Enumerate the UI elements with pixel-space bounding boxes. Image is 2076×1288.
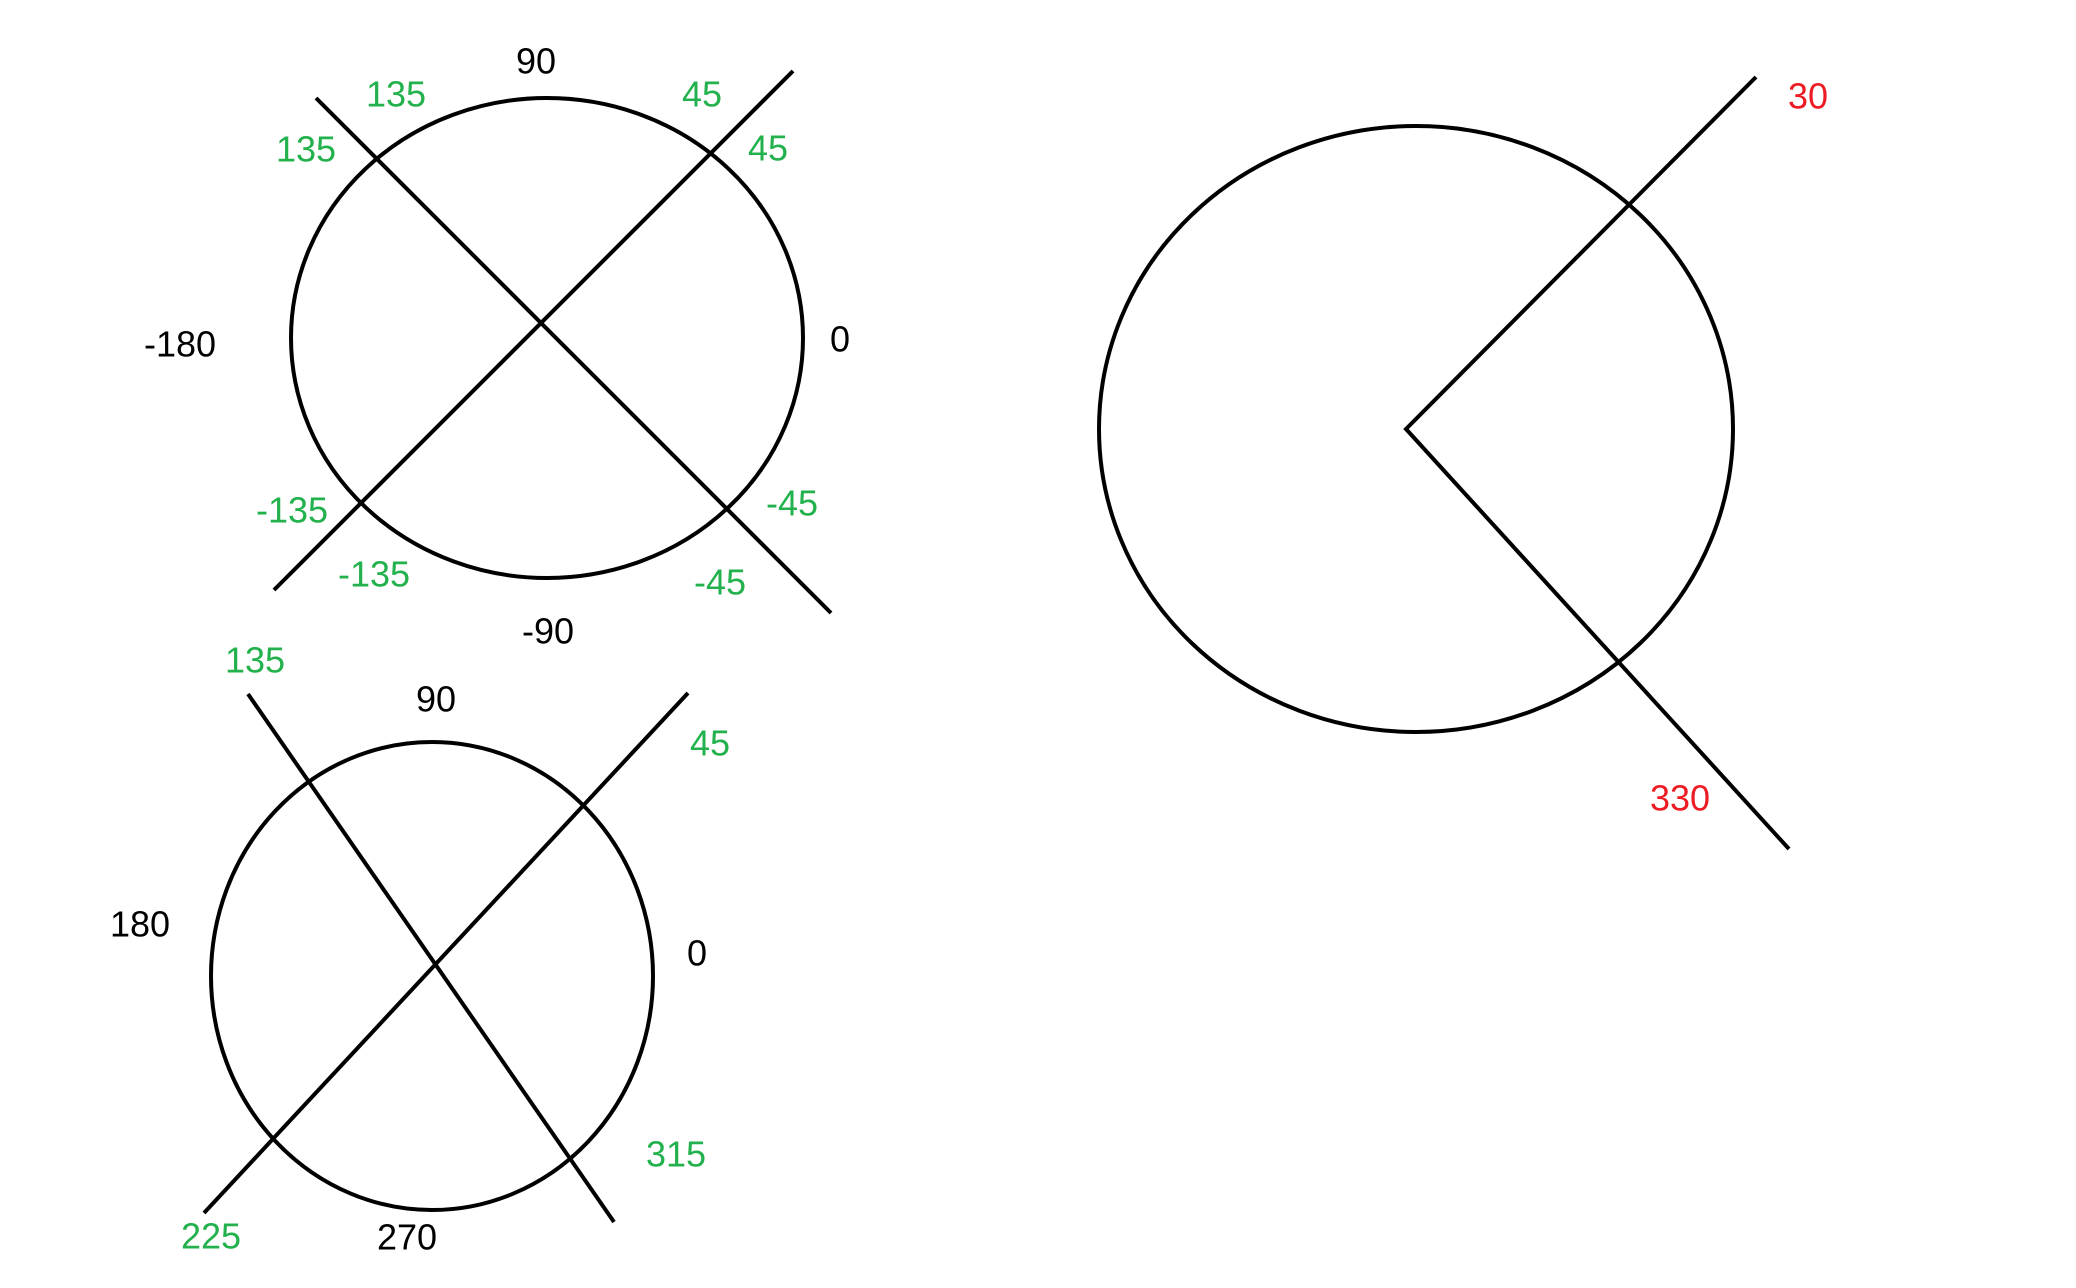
signed-label-45-inner: 45 <box>748 128 788 169</box>
unsigned-label-135: 135 <box>225 640 285 681</box>
signed-label-minus-45-outer: -45 <box>766 483 818 524</box>
unsigned-label-0: 0 <box>687 933 707 974</box>
sector-rays <box>1403 75 1791 851</box>
signed-label-minus-45-inner: -45 <box>694 562 746 603</box>
unsigned-circle <box>209 740 655 1212</box>
signed-label-minus-180: -180 <box>144 324 216 365</box>
signed-label-0: 0 <box>830 319 850 360</box>
sector-diagram: 30 330 <box>1097 75 1828 851</box>
signed-angle-diagram: 90 0 -180 -90 45 45 135 135 -135 -135 -4… <box>144 41 850 652</box>
signed-label-minus-135-inner: -135 <box>338 554 410 595</box>
unsigned-label-180: 180 <box>110 904 170 945</box>
signed-label-135-inner: 135 <box>276 129 336 170</box>
unsigned-diagonal-45 <box>202 691 690 1215</box>
unsigned-label-315: 315 <box>646 1134 706 1175</box>
signed-diagonal-45 <box>272 69 795 592</box>
sector-label-330: 330 <box>1650 778 1710 819</box>
sector-label-30: 30 <box>1788 76 1828 117</box>
unsigned-label-45: 45 <box>690 723 730 764</box>
signed-circle <box>289 96 805 580</box>
signed-diagonal-135 <box>314 96 833 615</box>
signed-label-minus-135-outer: -135 <box>256 490 328 531</box>
unsigned-label-225: 225 <box>181 1216 241 1257</box>
unsigned-label-90: 90 <box>416 679 456 720</box>
signed-label-90: 90 <box>516 41 556 82</box>
unsigned-angle-diagram: 90 0 180 270 45 135 225 315 <box>110 640 730 1258</box>
unsigned-diagonal-135 <box>246 692 616 1224</box>
signed-label-135-outer: 135 <box>366 74 426 115</box>
unsigned-label-270: 270 <box>377 1217 437 1258</box>
sector-circle <box>1097 124 1735 734</box>
signed-label-45-outer: 45 <box>682 74 722 115</box>
signed-label-minus-90: -90 <box>522 611 574 652</box>
